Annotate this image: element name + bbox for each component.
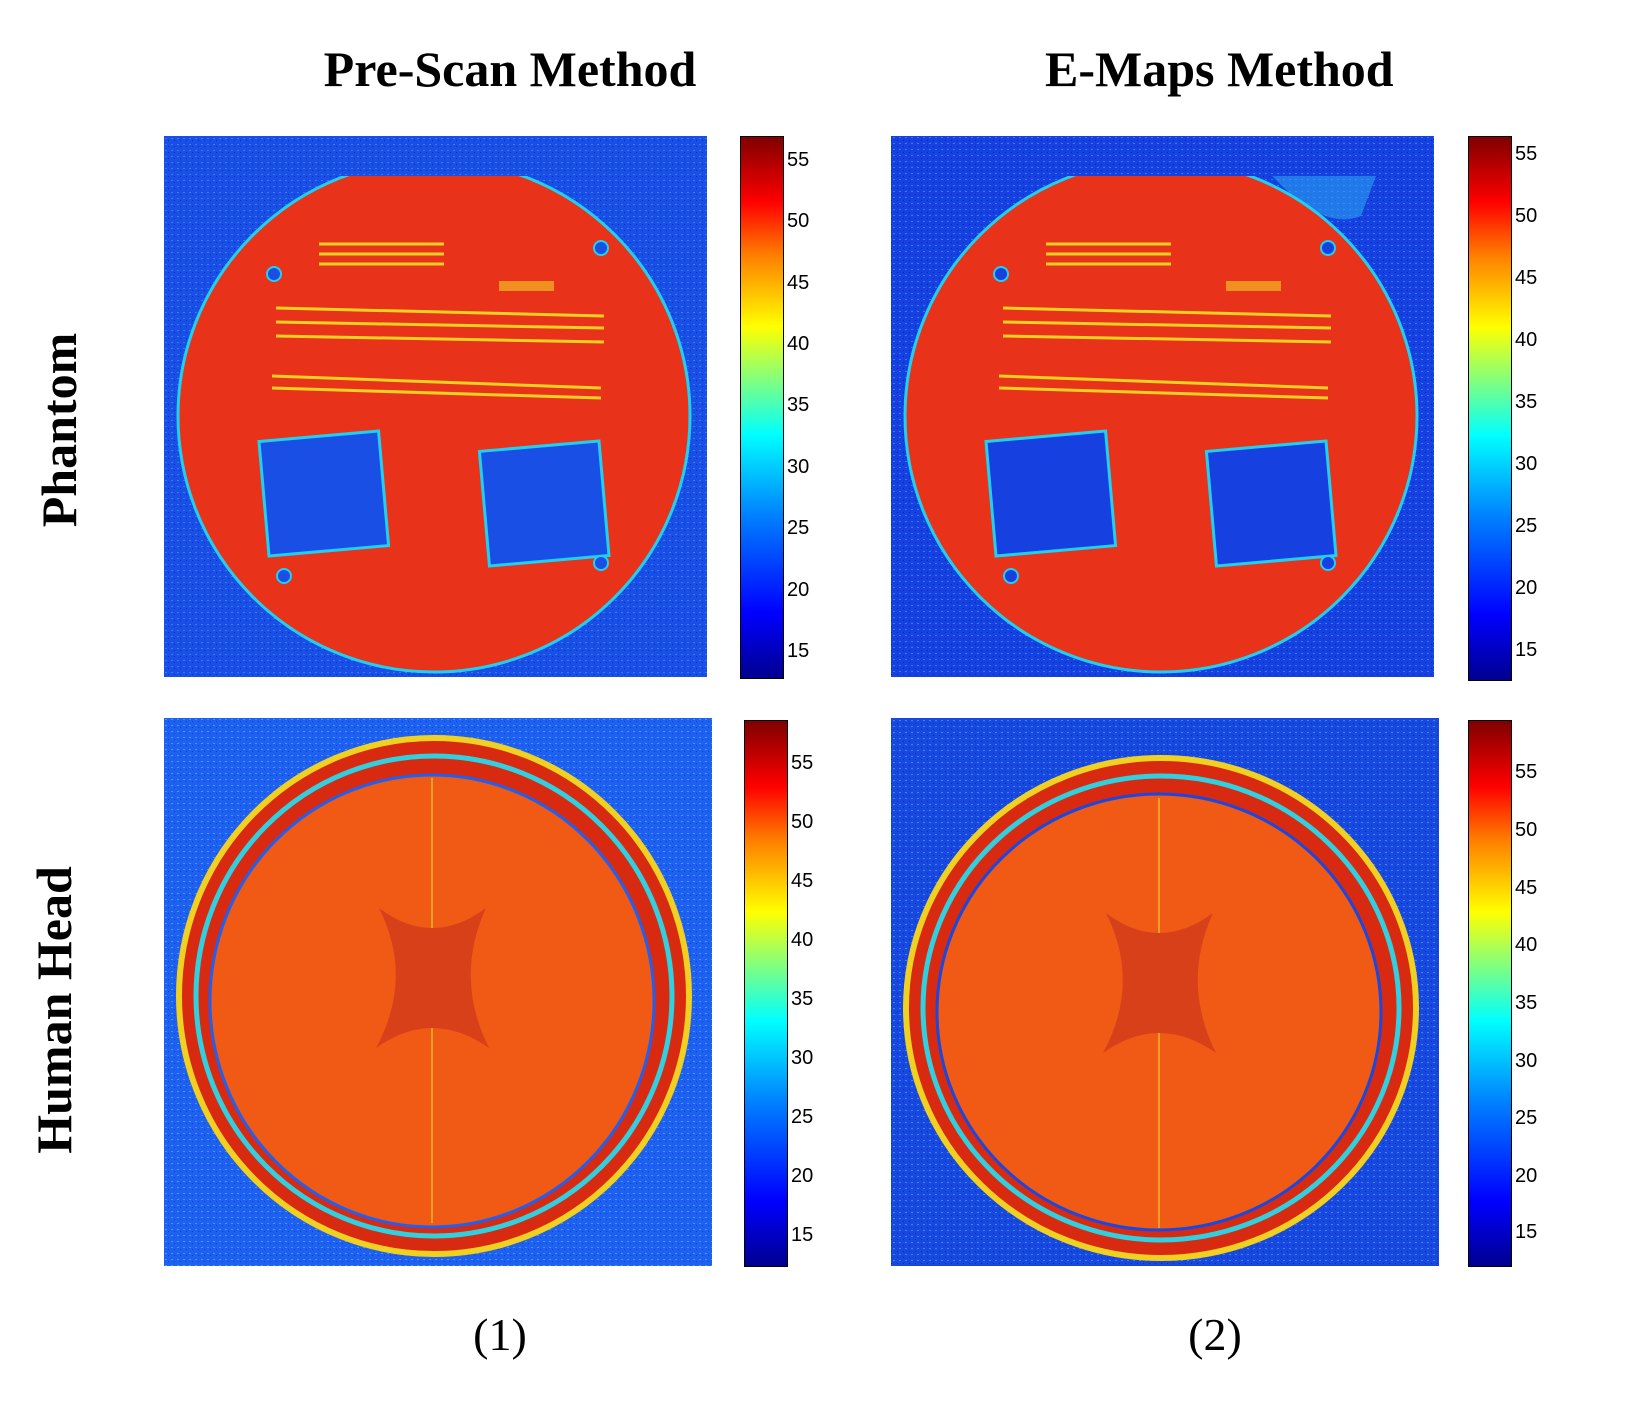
tick-label: 35 xyxy=(1515,391,1538,413)
tick-label: 20 xyxy=(1515,1165,1538,1187)
tick-label: 20 xyxy=(791,1165,814,1187)
phantom-emaps-colorbar xyxy=(1468,136,1512,681)
head-emaps-map xyxy=(891,718,1439,1266)
tick-label: 50 xyxy=(787,210,810,232)
tick-label: 45 xyxy=(1515,267,1538,289)
tick-label: 30 xyxy=(787,456,810,478)
phantom-prescan-map xyxy=(164,136,707,677)
tick-label: 50 xyxy=(1515,819,1538,841)
tick-label: 15 xyxy=(1515,639,1538,661)
tick-label: 35 xyxy=(1515,992,1538,1014)
tick-label: 45 xyxy=(1515,877,1538,899)
caption-2: (2) xyxy=(1188,1309,1242,1360)
tick-label: 15 xyxy=(787,640,810,662)
tick-label: 35 xyxy=(787,394,810,416)
row-label-human-head: Human Head xyxy=(26,866,82,1154)
tick-label: 50 xyxy=(791,811,814,833)
tick-label: 55 xyxy=(1515,761,1538,783)
tick-label: 25 xyxy=(791,1106,814,1128)
head-emaps-colorbar xyxy=(1468,720,1512,1267)
tick-label: 20 xyxy=(1515,577,1538,599)
tick-label: 55 xyxy=(787,149,810,171)
phantom-emaps-map xyxy=(891,136,1434,677)
tick-label: 55 xyxy=(791,752,814,774)
caption-1: (1) xyxy=(473,1309,527,1360)
tick-label: 30 xyxy=(791,1047,814,1069)
row-label-phantom: Phantom xyxy=(31,332,87,528)
tick-label: 20 xyxy=(787,579,810,601)
tick-label: 30 xyxy=(1515,453,1538,475)
tick-label: 40 xyxy=(787,333,810,355)
tick-label: 40 xyxy=(1515,934,1538,956)
tick-label: 15 xyxy=(791,1224,814,1246)
tick-label: 45 xyxy=(787,272,810,294)
head-prescan-colorbar xyxy=(744,720,788,1267)
tick-label: 45 xyxy=(791,870,814,892)
tick-label: 15 xyxy=(1515,1221,1538,1243)
tick-label: 40 xyxy=(1515,329,1538,351)
tick-label: 55 xyxy=(1515,143,1538,165)
tick-label: 25 xyxy=(1515,1107,1538,1129)
tick-label: 35 xyxy=(791,988,814,1010)
head-prescan-map xyxy=(164,718,712,1266)
tick-label: 25 xyxy=(1515,515,1538,537)
tick-label: 40 xyxy=(791,929,814,951)
column-title-emaps: E-Maps Method xyxy=(1045,41,1394,97)
tick-label: 50 xyxy=(1515,205,1538,227)
tick-label: 25 xyxy=(787,517,810,539)
column-title-prescan: Pre-Scan Method xyxy=(323,41,697,97)
phantom-prescan-colorbar xyxy=(740,136,784,679)
tick-label: 30 xyxy=(1515,1050,1538,1072)
